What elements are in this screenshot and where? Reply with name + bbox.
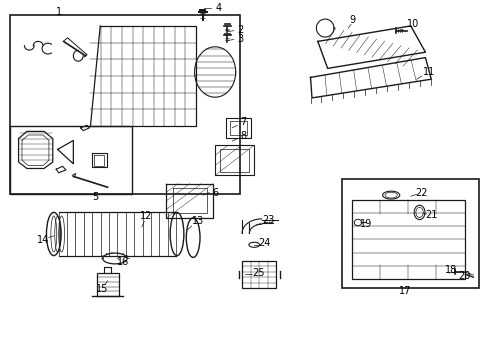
Text: 6: 6: [212, 188, 218, 198]
Text: 11: 11: [422, 67, 435, 77]
Text: 23: 23: [261, 215, 274, 225]
Bar: [215, 145, 254, 175]
Text: 10: 10: [406, 19, 419, 30]
Bar: [229, 121, 247, 135]
Text: 2: 2: [237, 24, 243, 35]
Text: 3: 3: [237, 34, 243, 44]
Text: 17: 17: [398, 286, 410, 296]
Text: 12: 12: [139, 211, 152, 221]
Bar: [220, 149, 249, 172]
Text: 18: 18: [444, 265, 456, 275]
Text: 13: 13: [191, 216, 204, 226]
Text: 4: 4: [216, 3, 222, 13]
Text: 9: 9: [348, 15, 354, 25]
Text: 21: 21: [424, 210, 437, 220]
Text: 5: 5: [92, 192, 98, 202]
Bar: [226, 118, 250, 138]
Text: 1: 1: [56, 7, 61, 17]
Text: 7: 7: [240, 117, 245, 127]
Text: 22: 22: [414, 188, 427, 198]
Bar: [342, 179, 478, 288]
Text: 25: 25: [251, 268, 264, 278]
Text: 8: 8: [240, 131, 245, 141]
Text: 20: 20: [457, 271, 470, 282]
Bar: [97, 273, 119, 296]
Text: 24: 24: [257, 238, 270, 248]
Text: 19: 19: [359, 219, 371, 229]
Text: 16: 16: [117, 257, 129, 267]
Bar: [351, 200, 464, 279]
Bar: [10, 15, 239, 194]
Bar: [10, 126, 132, 194]
Text: 14: 14: [37, 235, 49, 246]
Bar: [242, 261, 276, 288]
Text: 15: 15: [95, 284, 108, 294]
